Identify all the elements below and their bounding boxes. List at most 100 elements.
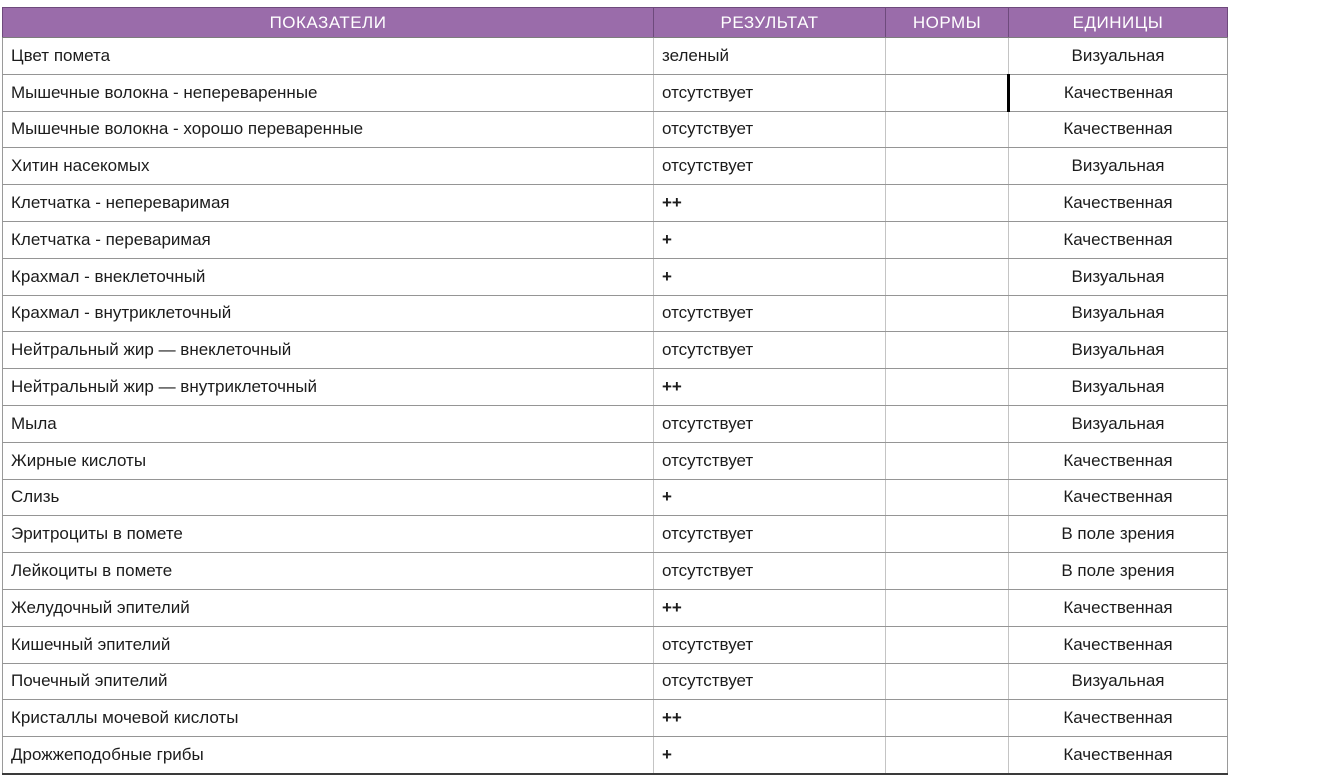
cell-indicator[interactable]: Нейтральный жир — внеклеточный: [2, 331, 654, 370]
cell-units[interactable]: Качественная: [1008, 220, 1228, 259]
table-row: Цвет помета зеленый Визуальная: [2, 37, 1228, 75]
cell-result[interactable]: +: [653, 220, 886, 259]
cell-units[interactable]: Качественная: [1008, 625, 1228, 664]
cell-norms[interactable]: [885, 699, 1009, 738]
cell-indicator[interactable]: Нейтральный жир — внутриклеточный: [2, 368, 654, 406]
cell-units[interactable]: Качественная: [1008, 441, 1228, 480]
cell-norms[interactable]: [885, 331, 1009, 370]
table-row: Слизь + Качественная: [2, 478, 1228, 517]
cell-result[interactable]: отсутствует: [653, 147, 886, 186]
table-row: Почечный эпителий отсутствует Визуальная: [2, 662, 1228, 701]
cell-result[interactable]: ++: [653, 588, 886, 627]
cell-norms[interactable]: [885, 736, 1009, 775]
cell-indicator[interactable]: Хитин насекомых: [2, 147, 654, 186]
cell-norms[interactable]: [885, 552, 1009, 590]
cell-indicator[interactable]: Желудочный эпителий: [2, 588, 654, 627]
cell-norms[interactable]: [885, 220, 1009, 259]
cell-result[interactable]: отсутствует: [653, 662, 886, 701]
cell-norms[interactable]: [885, 515, 1009, 554]
cell-result[interactable]: отсутствует: [653, 73, 886, 112]
cell-result[interactable]: +: [653, 478, 886, 517]
cell-result[interactable]: отсутствует: [653, 625, 886, 664]
cell-result[interactable]: ++: [653, 368, 886, 406]
cell-norms[interactable]: [885, 184, 1009, 222]
cell-indicator[interactable]: Слизь: [2, 478, 654, 517]
table-row: Кристаллы мочевой кислоты ++ Качественная: [2, 699, 1228, 738]
column-header-units: ЕДИНИЦЫ: [1008, 7, 1228, 38]
cell-result[interactable]: отсутствует: [653, 441, 886, 480]
cell-indicator[interactable]: Цвет помета: [2, 37, 654, 75]
cell-units[interactable]: В поле зрения: [1008, 515, 1228, 554]
cell-units[interactable]: Визуальная: [1008, 368, 1228, 406]
cell-norms[interactable]: [885, 662, 1009, 701]
cell-units[interactable]: Качественная: [1007, 73, 1228, 112]
column-header-result: РЕЗУЛЬТАТ: [653, 7, 886, 38]
cell-units[interactable]: Визуальная: [1008, 331, 1228, 370]
table-header-row: ПОКАЗАТЕЛИ РЕЗУЛЬТАТ НОРМЫ ЕДИНИЦЫ: [2, 7, 1228, 38]
cell-units[interactable]: Визуальная: [1008, 147, 1228, 186]
cell-indicator[interactable]: Мышечные волокна - хорошо переваренные: [2, 110, 654, 149]
table-row: Мышечные волокна - непереваренные отсутст…: [2, 73, 1228, 112]
cell-norms[interactable]: [885, 73, 1009, 112]
cell-result[interactable]: отсутствует: [653, 331, 886, 370]
cell-result[interactable]: зеленый: [653, 37, 886, 75]
cell-indicator[interactable]: Эритроциты в помете: [2, 515, 654, 554]
cell-units[interactable]: Качественная: [1008, 699, 1228, 738]
table-row: Мыла отсутствует Визуальная: [2, 404, 1228, 443]
cell-indicator[interactable]: Кишечный эпителий: [2, 625, 654, 664]
cell-indicator[interactable]: Клетчатка - непереваримая: [2, 184, 654, 222]
cell-units[interactable]: Визуальная: [1008, 294, 1228, 333]
table-row: Дрожжеподобные грибы + Качественная: [2, 736, 1228, 775]
cell-result[interactable]: отсутствует: [653, 552, 886, 590]
column-header-norms: НОРМЫ: [885, 7, 1009, 38]
cell-units[interactable]: Качественная: [1008, 184, 1228, 222]
cell-result[interactable]: ++: [653, 699, 886, 738]
cell-norms[interactable]: [885, 588, 1009, 627]
cell-norms[interactable]: [885, 478, 1009, 517]
cell-norms[interactable]: [885, 625, 1009, 664]
cell-norms[interactable]: [885, 441, 1009, 480]
cell-indicator[interactable]: Почечный эпителий: [2, 662, 654, 701]
cell-norms[interactable]: [885, 368, 1009, 406]
cell-result[interactable]: +: [653, 257, 886, 296]
cell-indicator[interactable]: Кристаллы мочевой кислоты: [2, 699, 654, 738]
cell-norms[interactable]: [885, 294, 1009, 333]
cell-result[interactable]: +: [653, 736, 886, 775]
cell-indicator[interactable]: Лейкоциты в помете: [2, 552, 654, 590]
cell-norms[interactable]: [885, 37, 1009, 75]
cell-units[interactable]: Визуальная: [1008, 37, 1228, 75]
table-row: Мышечные волокна - хорошо переваренные от…: [2, 110, 1228, 149]
cell-indicator[interactable]: Клетчатка - переваримая: [2, 220, 654, 259]
table-row: Клетчатка - непереваримая ++ Качественная: [2, 184, 1228, 222]
cell-norms[interactable]: [885, 147, 1009, 186]
cell-units[interactable]: В поле зрения: [1008, 552, 1228, 590]
table-row: Крахмал - внутриклеточный отсутствует Визу…: [2, 294, 1228, 333]
cell-indicator[interactable]: Мыла: [2, 404, 654, 443]
cell-norms[interactable]: [885, 257, 1009, 296]
cell-result[interactable]: отсутствует: [653, 515, 886, 554]
table-row: Желудочный эпителий ++ Качественная: [2, 588, 1228, 627]
cell-units[interactable]: Визуальная: [1008, 404, 1228, 443]
cell-units[interactable]: Качественная: [1008, 110, 1228, 149]
cell-indicator[interactable]: Крахмал - внутриклеточный: [2, 294, 654, 333]
cell-units[interactable]: Качественная: [1008, 588, 1228, 627]
table-row: Хитин насекомых отсутствует Визуальная: [2, 147, 1228, 186]
cell-indicator[interactable]: Мышечные волокна - непереваренные: [2, 73, 654, 112]
cell-result[interactable]: отсутствует: [653, 294, 886, 333]
table-row: Крахмал - внеклеточный + Визуальная: [2, 257, 1228, 296]
cell-result[interactable]: отсутствует: [653, 404, 886, 443]
cell-norms[interactable]: [885, 404, 1009, 443]
cell-result[interactable]: отсутствует: [653, 110, 886, 149]
cell-result[interactable]: ++: [653, 184, 886, 222]
cell-norms[interactable]: [885, 110, 1009, 149]
cell-indicator[interactable]: Дрожжеподобные грибы: [2, 736, 654, 775]
cell-indicator[interactable]: Жирные кислоты: [2, 441, 654, 480]
cell-units[interactable]: Визуальная: [1008, 257, 1228, 296]
table-row: Эритроциты в помете отсутствует В поле зре…: [2, 515, 1228, 554]
cell-units[interactable]: Визуальная: [1008, 662, 1228, 701]
cell-indicator[interactable]: Крахмал - внеклеточный: [2, 257, 654, 296]
cell-units[interactable]: Качественная: [1008, 478, 1228, 517]
table-row: Нейтральный жир — внеклеточный отсутствуе…: [2, 331, 1228, 370]
report-sheet: ПОКАЗАТЕЛИ РЕЗУЛЬТАТ НОРМЫ ЕДИНИЦЫ Цвет …: [0, 7, 1323, 776]
cell-units[interactable]: Качественная: [1008, 736, 1228, 775]
